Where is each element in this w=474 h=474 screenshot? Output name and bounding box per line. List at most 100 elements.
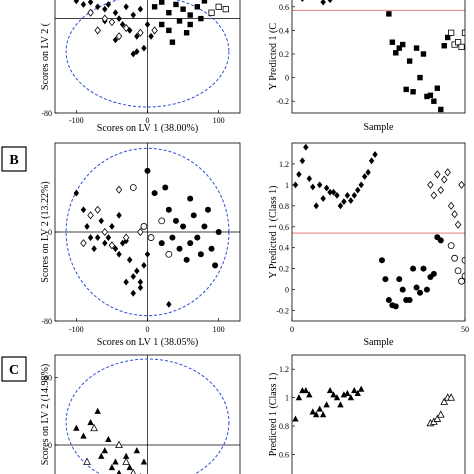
data-point-filled-square (400, 41, 406, 48)
data-point-filled-triangle (116, 469, 122, 474)
data-point-filled-diamond (358, 181, 364, 189)
data-point-filled-diamond (123, 278, 129, 286)
data-point-open-circle (147, 234, 155, 241)
data-point-filled-diamond (134, 48, 140, 56)
data-point-filled-triangle (306, 391, 313, 398)
data-point-open-diamond (430, 191, 438, 200)
data-point-filled-square (417, 74, 423, 81)
data-point-filled-diamond (84, 223, 90, 230)
data-point-filled-circle (420, 265, 427, 272)
data-point-filled-circle (162, 184, 169, 191)
y-tick-label: 1.2 (279, 160, 289, 169)
data-point-filled-diamond (368, 157, 375, 165)
x-axis-label: Sample (364, 122, 395, 133)
data-point-open-diamond (427, 180, 434, 189)
data-point-filled-circle (423, 286, 430, 293)
data-point-filled-diamond (303, 143, 309, 151)
data-point-filled-diamond (116, 15, 122, 22)
data-point-open-diamond (87, 8, 94, 17)
data-point-filled-diamond (102, 239, 108, 247)
data-point-filled-square (169, 39, 176, 45)
data-point-open-triangle (436, 410, 445, 418)
data-point-open-diamond (94, 26, 101, 35)
data-point-filled-diamond (134, 267, 140, 275)
data-point-filled-diamond (348, 197, 354, 204)
data-point-filled-diamond (316, 181, 323, 189)
data-point-filled-diamond (341, 198, 347, 206)
data-point-filled-star: ★ (176, 428, 183, 437)
data-point-open-triangle (83, 457, 91, 465)
data-point-filled-circle (151, 190, 158, 197)
data-point-open-triangle (447, 393, 456, 401)
data-point-open-circle (165, 250, 173, 258)
data-point-filled-square (406, 58, 413, 64)
y-tick-label: -0.2 (276, 307, 289, 316)
data-point-open-diamond (122, 23, 130, 33)
data-point-filled-circle (180, 223, 187, 230)
data-point-filled-square (393, 50, 399, 56)
y-tick-label: 0.8 (279, 202, 289, 211)
data-point-filled-diamond (87, 0, 94, 6)
data-point-filled-diamond (372, 151, 378, 158)
data-point-filled-circle (399, 286, 406, 293)
x-tick-label: 100 (213, 116, 225, 125)
data-point-filled-square (159, 0, 165, 5)
data-point-open-diamond (447, 201, 455, 210)
data-point-open-diamond (108, 18, 116, 27)
data-point-filled-square (410, 89, 416, 95)
plot-area-B-scores (55, 143, 240, 321)
data-point-filled-circle (215, 229, 222, 235)
data-point-open-circle (447, 242, 455, 250)
panel-label-c: C (1, 356, 27, 382)
panel-label-b: B (1, 146, 27, 172)
data-point-filled-triangle (330, 391, 337, 398)
data-point-filled-square (183, 30, 190, 36)
data-point-filled-triangle (337, 401, 344, 408)
data-point-filled-diamond (292, 181, 299, 189)
x-tick-label: 0 (146, 116, 150, 125)
data-point-filled-square (194, 4, 201, 10)
data-point-filled-triangle (351, 387, 358, 394)
data-point-filled-triangle (313, 411, 320, 418)
data-point-open-diamond (458, 180, 465, 189)
data-point-filled-square (166, 27, 172, 34)
x-tick-label: 0 (290, 325, 294, 334)
data-point-filled-star: ★ (201, 447, 208, 456)
data-point-filled-square (420, 51, 427, 57)
data-point-filled-diamond (365, 168, 371, 176)
data-point-open-square (448, 29, 455, 36)
data-point-filled-triangle (309, 408, 316, 415)
data-point-filled-diamond (144, 250, 151, 258)
data-point-filled-star: ★ (204, 421, 211, 430)
confidence-ellipse (65, 0, 230, 108)
data-point-filled-circle (201, 223, 208, 230)
data-point-filled-triangle (354, 389, 361, 396)
data-point-filled-circle (144, 167, 151, 174)
data-point-filled-diamond (105, 234, 112, 241)
data-point-open-diamond (122, 233, 130, 242)
data-point-filled-diamond (137, 278, 144, 286)
y-tick-label: -0.2 (276, 97, 289, 106)
data-point-filled-diamond (327, 0, 333, 4)
data-point-filled-star: ★ (162, 402, 169, 411)
y-tick-label: 0.6 (279, 223, 289, 232)
data-point-filled-diamond (300, 0, 304, 2)
y-tick-label: 0.4 (279, 244, 289, 253)
data-point-filled-diamond (80, 206, 87, 214)
y-axis-label: Predicted 1 (Class 1) (268, 373, 279, 457)
y-tick-label: 0.6 (279, 450, 289, 459)
plot-frame-C-pred (291, 354, 466, 474)
x-axis-label: Scores on LV 1 (38.00%) (97, 123, 198, 134)
data-point-filled-square (201, 0, 208, 4)
data-point-open-star: ☆ (201, 402, 208, 411)
data-point-filled-circle (172, 217, 179, 224)
plot-frame-B-pred (291, 142, 466, 322)
data-point-filled-diamond (141, 44, 147, 52)
data-point-open-triangle (115, 440, 123, 449)
data-point-filled-diamond (144, 21, 151, 28)
data-point-filled-diamond (334, 191, 340, 199)
data-point-filled-circle (169, 234, 176, 241)
data-point-filled-square (431, 98, 437, 104)
y-axis-label: Y Predicted 1 (C (268, 23, 279, 90)
data-point-filled-circle (378, 257, 385, 264)
